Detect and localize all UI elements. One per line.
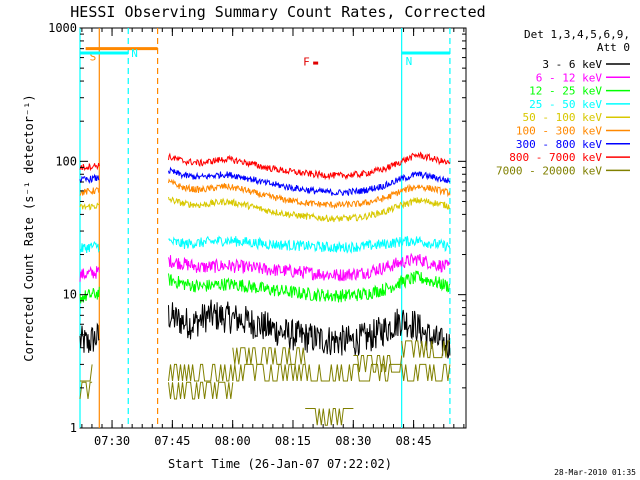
series-line-0-0 xyxy=(79,322,100,353)
y-tick-label: 10 xyxy=(63,288,77,302)
series-line-1-1 xyxy=(168,252,451,282)
legend-label-7: 800 - 7000 keV xyxy=(509,151,602,164)
x-tick-label: 07:45 xyxy=(154,434,190,448)
legend-header-line1: Det 1,3,4,5,6,9, xyxy=(524,28,630,41)
x-tick-label: 08:30 xyxy=(335,434,371,448)
time-markers xyxy=(79,28,451,428)
legend-label-8: 7000 - 20000 keV xyxy=(496,164,602,177)
series-line-3-1 xyxy=(168,235,451,254)
y-tick-label: 1000 xyxy=(48,21,77,35)
annotation-label-1: N xyxy=(131,47,138,60)
date-stamp: 28-Mar-2010 01:35 xyxy=(554,468,636,477)
y-axis-label: Corrected Count Rate (s⁻¹ detector⁻¹) xyxy=(22,94,36,361)
axis-ticks: 07:30 07:45 08:00 08:15 08:30 08:45 1 10 100 1000 xyxy=(48,21,466,448)
legend-label-5: 100 - 300 keV xyxy=(516,125,602,138)
chart-title: HESSI Observing Summary Count Rates, Cor… xyxy=(70,3,485,21)
series-line-7-1 xyxy=(168,151,451,181)
series-line-2-1 xyxy=(168,270,451,303)
legend-label-6: 300 - 800 keV xyxy=(516,138,602,151)
x-tick-label: 07:30 xyxy=(94,434,130,448)
series-steps-8-0 xyxy=(80,364,93,382)
x-tick-label: 08:15 xyxy=(275,434,311,448)
y-tick-label: 100 xyxy=(55,154,77,168)
series-line-7-0 xyxy=(79,162,100,172)
annotation-label-0: S xyxy=(90,51,97,64)
series-steps-8-11 xyxy=(401,363,451,382)
series-steps-8-4 xyxy=(232,347,306,365)
series-line-4-0 xyxy=(79,202,100,211)
legend-label-0: 3 - 6 keV xyxy=(542,58,602,71)
series-line-6-0 xyxy=(79,173,100,185)
series-steps-8-3 xyxy=(168,381,234,400)
annotation-flag-3: F xyxy=(303,56,310,69)
series-steps-8-7 xyxy=(305,408,354,426)
series-steps-8-2 xyxy=(168,363,234,382)
annotation-flag-mark-3 xyxy=(313,61,319,65)
legend-label-4: 50 - 100 keV xyxy=(523,111,603,124)
legend-header-line2: Att 0 xyxy=(597,41,630,54)
series-steps-8-6 xyxy=(304,364,354,382)
x-tick-label: 08:00 xyxy=(215,434,251,448)
legend-label-2: 12 - 25 keV xyxy=(529,85,602,98)
series-steps-8-8 xyxy=(353,355,403,373)
annotation-label-2: N xyxy=(406,55,413,68)
series-line-5-1 xyxy=(168,178,451,210)
series-line-0-1 xyxy=(168,299,451,359)
series-line-4-1 xyxy=(168,196,451,223)
series-steps-8-1 xyxy=(79,381,93,400)
legend-label-1: 6 - 12 keV xyxy=(536,71,603,84)
x-axis-label: Start Time (26-Jan-07 07:22:02) xyxy=(168,457,392,471)
series-steps-8-5 xyxy=(232,363,306,382)
series-line-6-1 xyxy=(168,166,451,197)
x-tick-label: 08:45 xyxy=(396,434,432,448)
y-tick-label: 1 xyxy=(70,421,77,435)
annotations: S NNF xyxy=(80,47,450,69)
series-steps-8-10 xyxy=(401,340,450,359)
series-line-1-0 xyxy=(79,265,100,282)
series-line-5-0 xyxy=(79,187,100,196)
series-lines xyxy=(79,151,451,426)
legend-label-3: 25 - 50 keV xyxy=(529,98,602,111)
series-steps-8-9 xyxy=(353,363,402,382)
plot-area: S N N F 07:30 07:45 08:00 08:15 08:30 08:45 1 10 10… xyxy=(48,21,467,448)
series-line-3-0 xyxy=(79,241,100,253)
